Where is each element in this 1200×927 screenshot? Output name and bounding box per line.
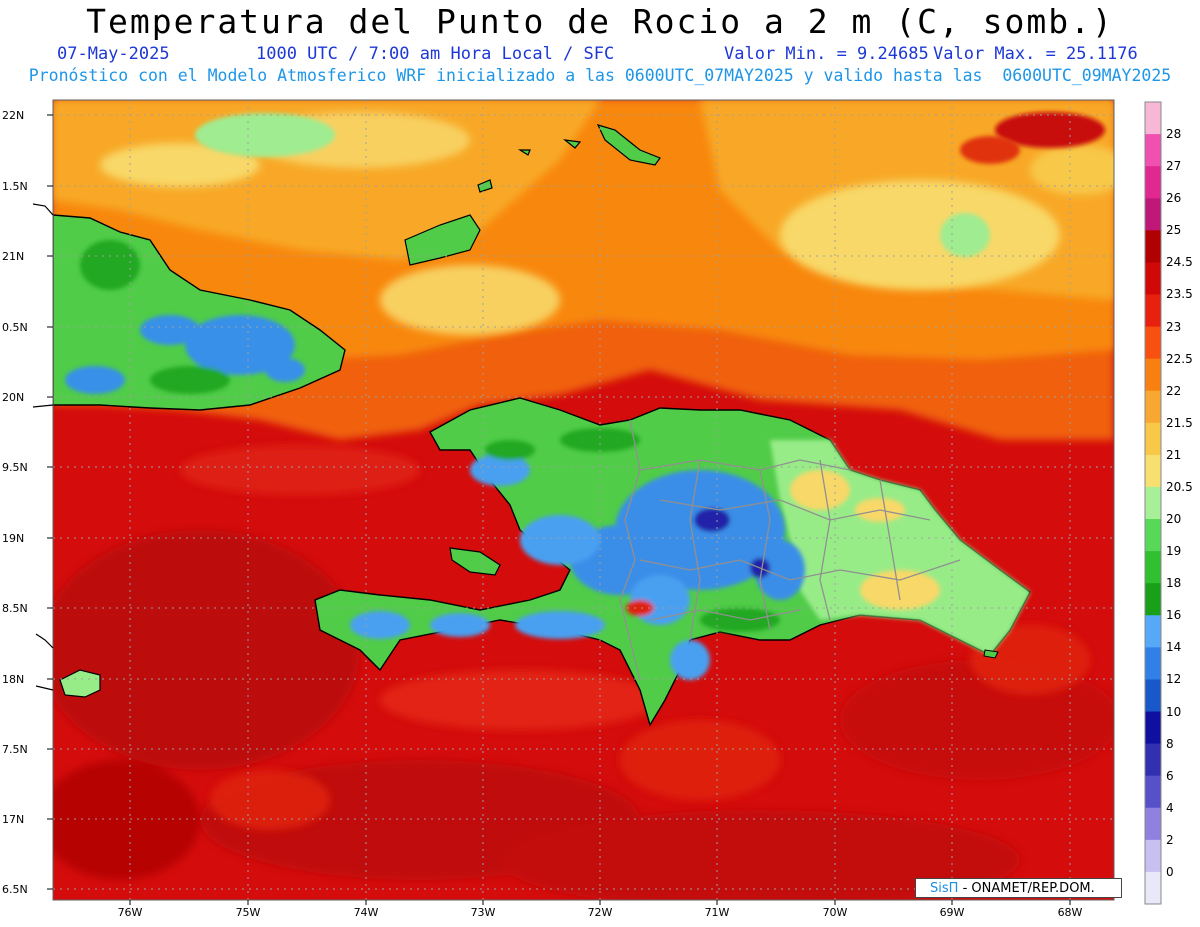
colorbar-label: 16	[1166, 608, 1182, 623]
graticule	[53, 100, 1114, 900]
colorbar-swatch	[1145, 647, 1161, 680]
valid-time-info: 1000 UTC / 7:00 am Hora Local / SFC	[256, 44, 615, 64]
colorbar-swatch	[1145, 262, 1161, 295]
colorbar-label: 2	[1166, 832, 1174, 847]
colorbar	[1144, 101, 1162, 905]
bahamas-islands	[404, 124, 661, 266]
forecast-date: 07-May-2025	[57, 44, 170, 64]
colorbar-swatch	[1145, 166, 1161, 199]
colorbar-label: 24.5	[1166, 255, 1193, 270]
colorbar-label: 23.5	[1166, 287, 1193, 302]
colorbar-swatch	[1145, 422, 1161, 456]
colorbar-frame	[1144, 101, 1162, 905]
lon-label: 68W	[1057, 906, 1083, 919]
colorbar-label: 8	[1166, 736, 1174, 751]
saona-island	[983, 649, 999, 659]
lat-label: 1.5N	[2, 180, 28, 193]
gonave-island	[449, 547, 501, 576]
colorbar-swatch	[1145, 775, 1161, 809]
colorbar-label: 28	[1166, 127, 1182, 142]
colorbar-swatch	[1145, 486, 1161, 520]
colorbar-label: 14	[1166, 640, 1182, 655]
colorbar-swatch	[1145, 519, 1161, 552]
lon-label: 74W	[353, 906, 379, 919]
lat-label: 19N	[2, 532, 25, 545]
lat-label: 18N	[2, 673, 25, 686]
lat-label: 20N	[2, 391, 25, 404]
colorbar-swatch	[1145, 839, 1161, 873]
colorbar-label: 20.5	[1166, 479, 1193, 494]
colorbar-swatch	[1145, 743, 1161, 777]
lat-label: 0.5N	[2, 321, 28, 334]
colorbar-swatch	[1145, 134, 1161, 167]
colorbar-label: 10	[1166, 704, 1182, 719]
colorbar-swatch	[1145, 454, 1161, 488]
colorbar-label: 26	[1166, 191, 1182, 206]
sispi-logo: SisΠ	[930, 881, 959, 896]
colorbar-label: 21	[1166, 447, 1182, 462]
lon-label: 75W	[235, 906, 261, 919]
colorbar-swatch	[1145, 390, 1161, 424]
credit-box: SisΠ - ONAMET/REP.DOM.	[915, 878, 1122, 898]
lon-label: 70W	[822, 906, 848, 919]
lat-label: 17N	[2, 813, 25, 826]
colorbar-swatch	[1145, 230, 1161, 263]
colorbar-label: 20	[1166, 512, 1182, 527]
colorbar-swatch	[1145, 294, 1161, 328]
colorbar-swatch	[1145, 679, 1161, 713]
colorbar-label: 25	[1166, 223, 1182, 238]
model-info: Pronóstico con el Modelo Atmosferico WRF…	[28, 66, 1172, 85]
lat-label: 21N	[2, 250, 25, 263]
lat-label: 6.5N	[2, 883, 28, 896]
colorbar-swatch	[1145, 358, 1161, 392]
colorbar-label: 22.5	[1166, 351, 1193, 366]
colorbar-swatch	[1145, 711, 1161, 745]
cuba-landmass	[53, 214, 346, 411]
map-title: Temperatura del Punto de Rocio a 2 m (C,…	[86, 2, 1114, 41]
lat-label: 22N	[2, 109, 25, 122]
colorbar-swatch	[1145, 102, 1161, 135]
colorbar-label: 18	[1166, 576, 1182, 591]
credit-text: - ONAMET/REP.DOM.	[962, 881, 1095, 896]
colorbar-label: 12	[1166, 672, 1182, 687]
hispaniola-landmass	[314, 397, 1031, 727]
colorbar-label: 22	[1166, 383, 1182, 398]
province-borders	[619, 419, 961, 681]
lon-label: 76W	[117, 906, 143, 919]
max-value: Valor Max. = 25.1176	[933, 44, 1138, 64]
lon-tick-marks	[129, 900, 1071, 905]
colorbar-label: 21.5	[1166, 415, 1193, 430]
jamaica-island	[59, 669, 101, 698]
colorbar-label: 23	[1166, 319, 1182, 334]
colorbar-swatch	[1145, 871, 1161, 905]
lon-label: 72W	[587, 906, 613, 919]
colorbar-swatch	[1145, 807, 1161, 841]
colorbar-swatch	[1145, 583, 1161, 616]
colorbar-swatch	[1145, 551, 1161, 584]
lon-label: 71W	[704, 906, 730, 919]
lat-label: 9.5N	[2, 461, 28, 474]
lon-label: 69W	[939, 906, 965, 919]
coastline-stubs	[32, 203, 54, 691]
colorbar-label: 4	[1166, 800, 1174, 815]
colorbar-label: 19	[1166, 544, 1182, 559]
min-value: Valor Min. = 9.24685	[724, 44, 929, 64]
lon-label: 73W	[470, 906, 496, 919]
lat-label: 8.5N	[2, 602, 28, 615]
lat-label: 7.5N	[2, 743, 28, 756]
colorbar-swatch	[1145, 615, 1161, 648]
colorbar-label: 6	[1166, 768, 1174, 783]
lat-tick-marks	[47, 114, 53, 890]
map-field	[53, 100, 1114, 900]
map-frame	[52, 99, 1115, 901]
colorbar-swatch	[1145, 198, 1161, 231]
colorbar-label: 27	[1166, 159, 1182, 174]
colorbar-swatch	[1145, 326, 1161, 360]
colorbar-label: 0	[1166, 864, 1174, 879]
